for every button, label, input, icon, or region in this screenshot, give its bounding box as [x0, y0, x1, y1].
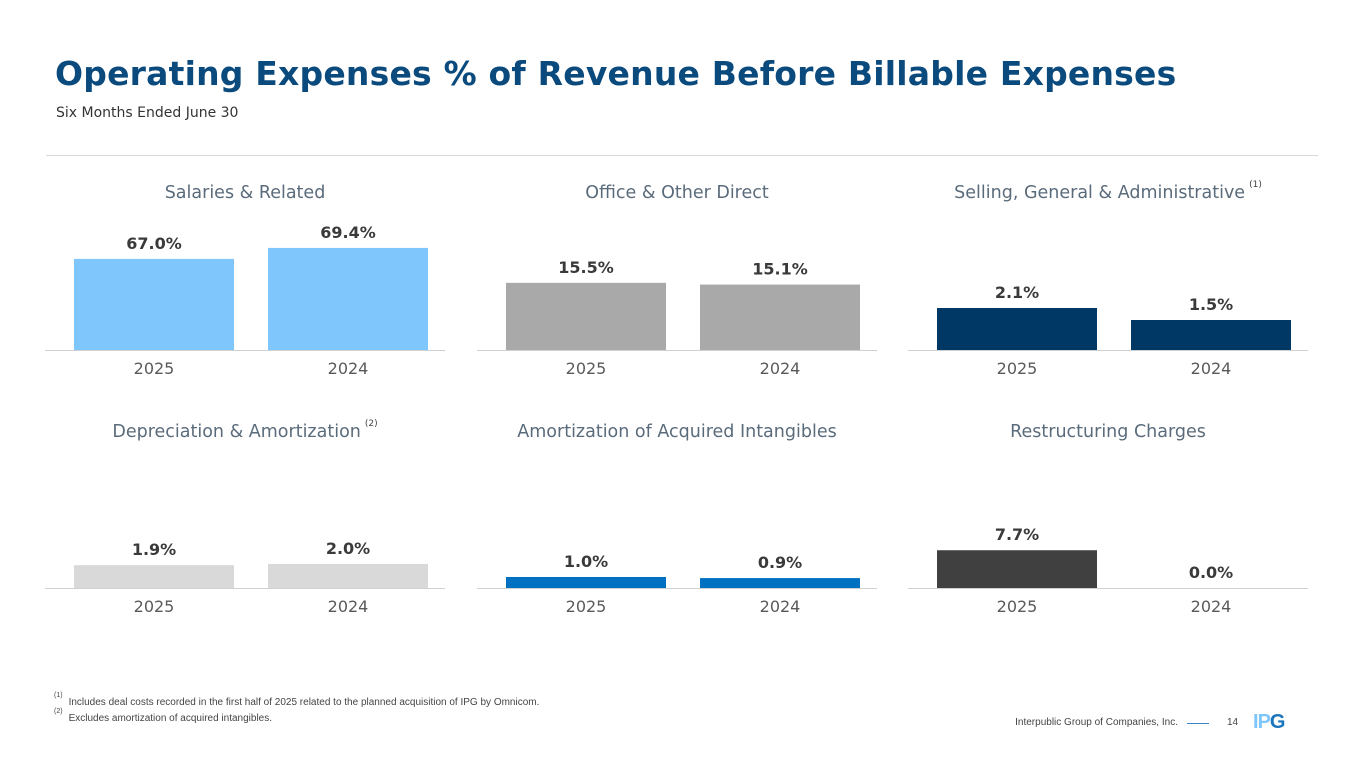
- data-label: 15.1%: [752, 260, 808, 279]
- bar: [506, 576, 666, 588]
- bar: [700, 578, 860, 588]
- footnote-1: (1)Includes deal costs recorded in the f…: [54, 692, 540, 708]
- x-tick-label: 2025: [566, 359, 607, 378]
- bar-chart: 67.0% 2025 69.4% 2024: [45, 223, 445, 378]
- chart-title: Selling, General & Administrative (1): [954, 180, 1262, 203]
- bar: [1131, 320, 1291, 350]
- x-tick-label: 2025: [997, 359, 1038, 378]
- chart-panel: 15.5% 2025 15.1% 2024 Office & Other Direct: [477, 183, 877, 403]
- divider: [46, 155, 1318, 156]
- bar-chart: 2.1% 2025 1.5% 2024: [908, 283, 1308, 378]
- x-tick-label: 2025: [134, 359, 175, 378]
- data-label: 1.5%: [1189, 295, 1233, 314]
- ipg-logo: IPG: [1253, 711, 1285, 733]
- chart-title: Salaries & Related: [164, 183, 326, 203]
- chart-panel: 1.9% 2025 2.0% 2024 Depreciation & Amortizat…: [45, 419, 445, 642]
- chart-panel: 2.1% 2025 1.5% 2024 Selling, General & Admin…: [908, 180, 1308, 403]
- bar: [937, 550, 1097, 588]
- x-tick-label: 2024: [328, 359, 369, 378]
- data-label: 15.5%: [558, 258, 614, 277]
- data-label: 2.0%: [326, 539, 370, 558]
- page-subtitle: Six Months Ended June 30: [56, 105, 239, 121]
- bar: [268, 247, 428, 350]
- bar: [700, 284, 860, 350]
- data-label: 0.0%: [1189, 563, 1233, 582]
- bar: [506, 282, 666, 350]
- chart-title: Amortization of Acquired Intangibles: [517, 422, 837, 442]
- data-label: 1.0%: [564, 552, 608, 571]
- page-number: 14: [1227, 717, 1239, 728]
- data-label: 2.1%: [995, 283, 1039, 302]
- bar: [74, 258, 234, 350]
- bar-chart: 1.0% 2025 0.9% 2024: [477, 552, 877, 616]
- chart-panel: 1.0% 2025 0.9% 2024 Amortization of Acquired…: [477, 422, 877, 642]
- x-tick-label: 2024: [1191, 359, 1232, 378]
- data-label: 69.4%: [320, 223, 376, 242]
- footer-company: Interpublic Group of Companies, Inc.: [1015, 717, 1178, 728]
- chart-title: Office & Other Direct: [585, 183, 769, 203]
- bar-chart: 7.7% 2025 0.0% 2024: [908, 525, 1308, 616]
- chart-title: Depreciation & Amortization (2): [112, 419, 378, 442]
- chart-title: Restructuring Charges: [1010, 422, 1206, 442]
- x-tick-label: 2025: [566, 597, 607, 616]
- page-title: Operating Expenses % of Revenue Before B…: [55, 54, 1177, 93]
- x-tick-label: 2025: [997, 597, 1038, 616]
- bar-chart: 15.5% 2025 15.1% 2024: [477, 258, 877, 378]
- bar: [74, 565, 234, 588]
- bar: [268, 563, 428, 588]
- x-tick-label: 2024: [760, 597, 801, 616]
- chart-panel: 7.7% 2025 0.0% 2024 Restructuring Charges: [908, 422, 1308, 642]
- data-label: 7.7%: [995, 525, 1039, 544]
- x-tick-label: 2024: [328, 597, 369, 616]
- bar: [937, 308, 1097, 350]
- x-tick-label: 2025: [134, 597, 175, 616]
- data-label: 1.9%: [132, 540, 176, 559]
- data-label: 0.9%: [758, 553, 802, 572]
- footnote-2: (2)Excludes amortization of acquired int…: [54, 708, 273, 724]
- chart-panel: 67.0% 2025 69.4% 2024 Salaries & Related: [45, 183, 445, 403]
- bar-chart: 1.9% 2025 2.0% 2024: [45, 539, 445, 616]
- footer-divider: [1187, 723, 1209, 724]
- x-tick-label: 2024: [1191, 597, 1232, 616]
- data-label: 67.0%: [126, 234, 182, 253]
- footnote-ref: (2): [364, 419, 378, 430]
- footnote-ref: (1): [1249, 180, 1262, 191]
- x-tick-label: 2024: [760, 359, 801, 378]
